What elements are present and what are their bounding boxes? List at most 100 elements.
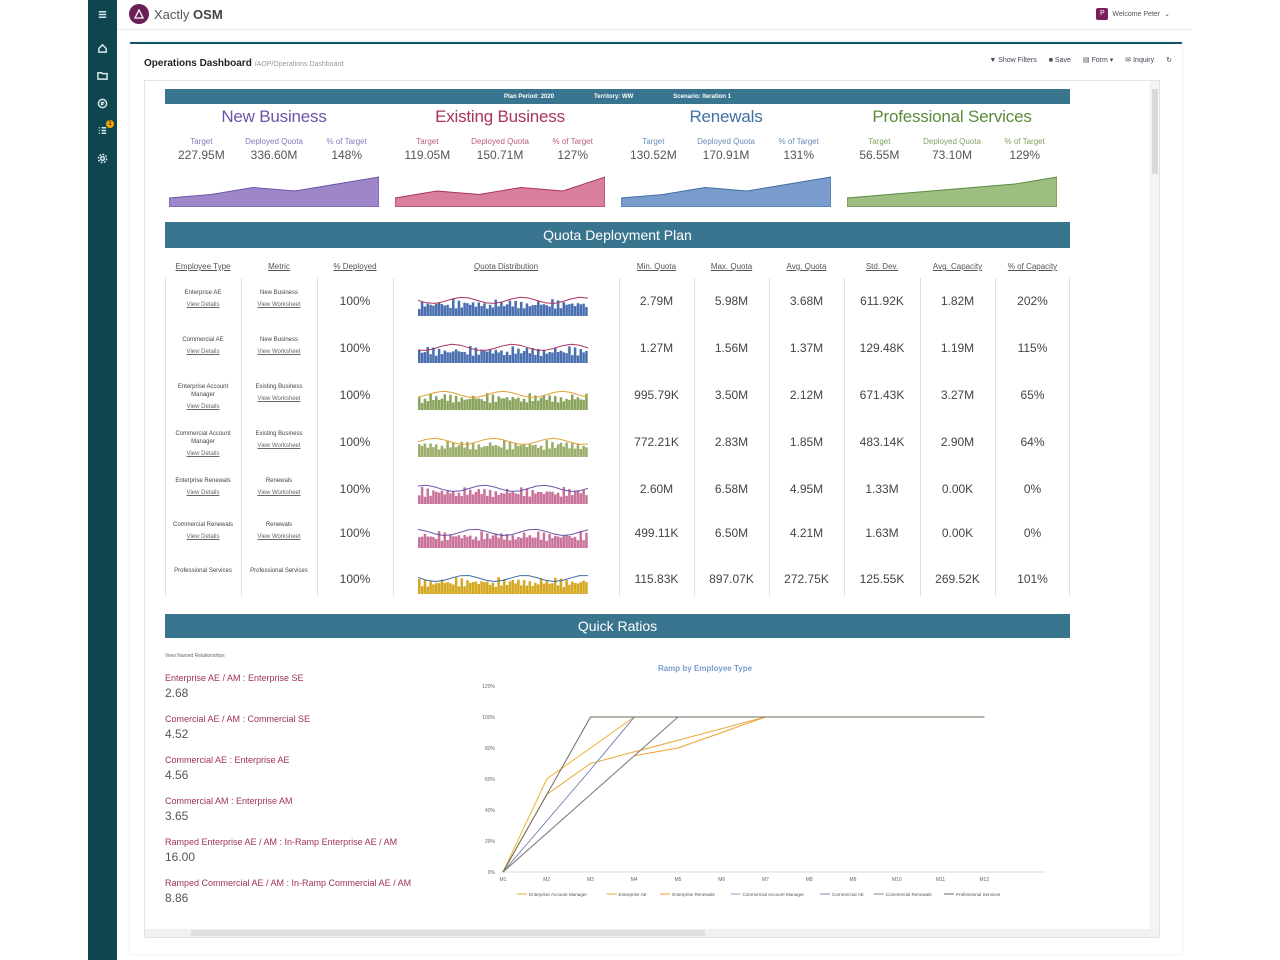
distribution-bar	[542, 532, 546, 548]
kpi-metric-label: % of Target	[552, 137, 593, 146]
show-filters-button[interactable]: ▼ Show Filters	[989, 57, 1036, 64]
quota-value: 995.79K	[634, 388, 679, 402]
view-worksheet-link[interactable]: View Worksheet	[257, 349, 301, 355]
kpi-1: Existing Business Target 119.05M Deployed Q…	[391, 107, 609, 215]
distribution-bar	[517, 397, 520, 410]
distribution-bar	[454, 308, 458, 316]
distribution-bar	[488, 489, 492, 504]
horizontal-scroll-thumb[interactable]	[191, 930, 705, 936]
quota-value: 101%	[1017, 572, 1048, 586]
view-details-link[interactable]: View Details	[186, 451, 220, 457]
quota-value: 3.50M	[714, 388, 749, 402]
distribution-bar	[469, 304, 472, 316]
horizontal-scrollbar[interactable]	[145, 929, 1159, 937]
save-button[interactable]: ■ Save	[1049, 57, 1071, 64]
kpi-metric-label: Deployed Quota	[923, 137, 981, 146]
view-details-link[interactable]: View Details	[186, 534, 220, 540]
distribution-bar	[537, 400, 540, 410]
distribution-bar	[488, 538, 492, 548]
ramp-series-line	[502, 716, 985, 873]
metric-name: Renewals	[265, 478, 293, 484]
distribution-bar	[418, 537, 421, 548]
quota-value: 1.37M	[789, 341, 824, 355]
distribution-bar	[463, 586, 466, 594]
ramp-series-line	[502, 716, 985, 873]
inquiry-button[interactable]: ✉ Inquiry	[1125, 56, 1154, 64]
kpi-metric-value: 148%	[331, 148, 363, 162]
quota-table: Employee Type Metric % Deployed Quota Distr…	[165, 258, 1070, 598]
tasks-icon[interactable]	[88, 122, 117, 138]
quota-value: 0.00K	[941, 526, 974, 540]
distribution-bar	[477, 354, 481, 363]
distribution-bar	[576, 490, 580, 504]
view-worksheet-link[interactable]: View Worksheet	[257, 443, 301, 449]
distribution-bar	[528, 393, 532, 410]
distribution-bar	[469, 398, 472, 410]
employee-type-cell: Enterprise Account Manager View Details	[169, 383, 237, 411]
distribution-bar	[579, 304, 583, 316]
inquiry-label: Inquiry	[1133, 57, 1155, 64]
view-worksheet-link[interactable]: View Worksheet	[257, 302, 301, 308]
employee-type: Commercial Renewals	[172, 522, 234, 528]
distribution-bar	[435, 583, 438, 594]
distribution-bar	[437, 399, 441, 410]
form-label: Form	[1091, 57, 1108, 64]
view-worksheet-link[interactable]: View Worksheet	[257, 396, 301, 402]
chat-icon[interactable]	[88, 95, 117, 111]
view-worksheet-link[interactable]: View Worksheet	[257, 534, 301, 540]
view-details-link[interactable]: View Details	[186, 349, 220, 355]
view-worksheet-link[interactable]: View Worksheet	[257, 490, 301, 496]
user-menu[interactable]: P Welcome Peter ⌄	[1096, 8, 1170, 20]
folder-icon[interactable]	[88, 67, 117, 83]
vertical-scrollbar[interactable]	[1150, 81, 1159, 929]
settings-icon[interactable]	[88, 150, 117, 166]
distribution-bar	[452, 299, 455, 316]
distribution-bar	[426, 586, 430, 594]
menu-icon[interactable]	[88, 6, 117, 22]
distribution-bar	[471, 395, 475, 410]
vertical-scroll-thumb[interactable]	[1152, 89, 1158, 174]
x-tick-label: M11	[936, 877, 946, 883]
view-named-relationships-link[interactable]: View Named Relationships	[165, 653, 225, 659]
distribution-bar	[503, 398, 506, 410]
distribution-bar	[548, 583, 551, 594]
distribution-bar	[585, 307, 588, 316]
xactly-logo-icon[interactable]	[129, 4, 149, 24]
view-details-link[interactable]: View Details	[186, 302, 220, 308]
distribution-bar	[505, 397, 509, 410]
quota-value: 1.33M	[865, 482, 899, 496]
distribution-bar	[585, 495, 588, 504]
distribution-bar	[471, 355, 475, 363]
metric-name: New Business	[259, 290, 298, 296]
distribution-bar	[537, 584, 540, 594]
distribution-bar	[460, 578, 464, 594]
distribution-bar	[426, 536, 430, 548]
quota-value: 1.27M	[639, 341, 674, 355]
legend-label: Enterprise Account Manager	[529, 892, 587, 897]
avatar: P	[1096, 8, 1109, 20]
view-details-link[interactable]: View Details	[186, 490, 220, 496]
distribution-bar	[480, 447, 483, 457]
distribution-bar	[469, 582, 472, 594]
column-divider	[844, 278, 845, 596]
distribution-bar	[537, 348, 540, 363]
distribution-bar	[522, 444, 526, 457]
legend-label: Commercial AE	[832, 892, 864, 897]
refresh-icon[interactable]: ↻	[1166, 57, 1172, 64]
distribution-bar	[471, 582, 475, 594]
quota-value: 0%	[1023, 526, 1042, 540]
distribution-bar	[437, 531, 441, 548]
distribution-bar	[423, 533, 427, 548]
distribution-bar	[505, 351, 509, 363]
distribution-bar	[517, 308, 520, 316]
distribution-bar	[548, 352, 551, 363]
distribution-bar	[500, 533, 503, 548]
form-button[interactable]: ▤ Form ▾	[1082, 57, 1114, 64]
distribution-bar	[545, 580, 549, 594]
column-header: Min. Quota	[636, 262, 677, 271]
view-details-link[interactable]: View Details	[186, 404, 220, 410]
distribution-bar	[429, 495, 432, 504]
home-icon[interactable]	[88, 40, 117, 56]
distribution-bar	[539, 578, 543, 594]
distribution-bar	[466, 354, 469, 363]
